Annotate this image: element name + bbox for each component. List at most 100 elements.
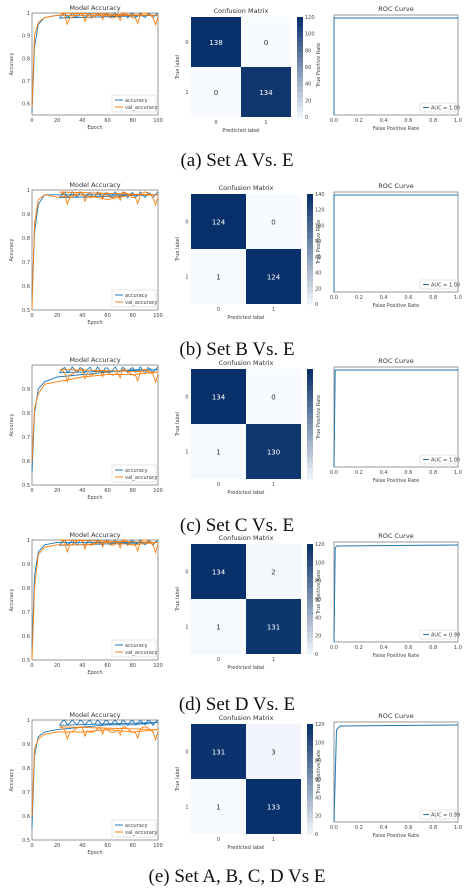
confusion-cell-value: 138 bbox=[209, 39, 222, 47]
panel-caption: (b) Set B Vs. E bbox=[179, 339, 294, 360]
colorbar-segment bbox=[307, 446, 313, 452]
legend-label: accuracy bbox=[125, 98, 148, 104]
roc-x-tick: 0.0 bbox=[330, 645, 338, 651]
x-tick-label: 60 bbox=[104, 118, 110, 124]
colorbar-segment bbox=[307, 374, 313, 381]
colorbar-segment bbox=[307, 265, 313, 272]
colorbar-segment bbox=[307, 544, 313, 550]
confusion-cell-value: 124 bbox=[267, 274, 281, 282]
cm-x-label: Predicted label bbox=[227, 845, 264, 851]
colorbar-tick: 0 bbox=[315, 302, 318, 308]
roc-curve-line bbox=[333, 369, 458, 468]
legend-label: val_accuracy bbox=[125, 650, 158, 656]
colorbar-segment bbox=[297, 72, 303, 78]
colorbar-segment bbox=[307, 790, 313, 796]
colorbar-segment bbox=[307, 385, 313, 392]
roc-x-tick: 1.0 bbox=[454, 825, 462, 831]
cm-y-tick: 0 bbox=[185, 40, 188, 46]
cm-x-tick: 1 bbox=[272, 482, 275, 488]
colorbar-segment bbox=[307, 440, 313, 447]
accuracy-x-label: Epoch bbox=[87, 125, 102, 131]
confusion-cell bbox=[191, 249, 246, 304]
y-tick-label: 0.6 bbox=[22, 634, 30, 640]
cm-y-tick: 0 bbox=[185, 570, 188, 576]
cm-y-tick: 1 bbox=[185, 90, 188, 96]
colorbar-segment bbox=[297, 112, 303, 118]
confusion-cell bbox=[191, 544, 246, 599]
roc-y-label: True Positive Rate bbox=[316, 43, 322, 89]
accuracy-y-label: Accuracy bbox=[9, 414, 15, 437]
colorbar-tick: 20 bbox=[305, 98, 311, 104]
colorbar-segment bbox=[307, 298, 313, 305]
legend-label: val_accuracy bbox=[125, 105, 158, 111]
accuracy-legend bbox=[111, 464, 157, 483]
colorbar-tick: 80 bbox=[315, 239, 321, 245]
series-line-val_accuracy bbox=[31, 726, 159, 817]
cm-x-tick: 0 bbox=[217, 837, 220, 843]
colorbar-tick: 0 bbox=[305, 115, 308, 121]
series-line-val_accuracy bbox=[31, 539, 159, 661]
confusion-cell-value: 131 bbox=[212, 749, 225, 757]
confusion-cell-value: 3 bbox=[271, 749, 275, 757]
roc-x-tick: 1.0 bbox=[454, 118, 462, 124]
colorbar-tick: 120 bbox=[315, 722, 325, 728]
colorbar-segment bbox=[297, 32, 303, 38]
confusion-cell-value: 0 bbox=[271, 394, 275, 402]
roc-legend bbox=[419, 629, 457, 640]
confusion-cell bbox=[191, 724, 246, 779]
x-tick-label: 80 bbox=[130, 313, 136, 319]
confusion-cell bbox=[191, 17, 241, 67]
roc-x-tick: 0.4 bbox=[380, 470, 388, 476]
colorbar-segment bbox=[307, 232, 313, 239]
cm-x-label: Predicted label bbox=[227, 665, 264, 671]
confusion-cell bbox=[191, 194, 246, 249]
accuracy-x-label: Epoch bbox=[87, 850, 102, 856]
colorbar-segment bbox=[297, 97, 303, 103]
colorbar-segment bbox=[307, 768, 313, 774]
roc-legend-label: AUC = 0.99 bbox=[431, 633, 460, 639]
colorbar-segment bbox=[307, 462, 313, 469]
cm-y-label: True label bbox=[175, 237, 181, 262]
roc-legend-label: AUC = 0.99 bbox=[431, 813, 460, 819]
x-tick-label: 20 bbox=[54, 663, 60, 669]
roc-x-tick: 0.2 bbox=[355, 295, 363, 301]
roc-x-tick: 0.8 bbox=[429, 825, 437, 831]
colorbar-tick: 0 bbox=[315, 832, 318, 838]
cm-y-tick: 0 bbox=[185, 395, 188, 401]
colorbar-segment bbox=[307, 604, 313, 611]
colorbar-segment bbox=[297, 22, 303, 28]
colorbar-segment bbox=[307, 762, 313, 769]
x-tick-label: 20 bbox=[54, 843, 60, 849]
colorbar-segment bbox=[297, 92, 303, 98]
colorbar-segment bbox=[297, 47, 303, 53]
y-tick-label: 1 bbox=[27, 11, 30, 17]
roc-x-tick: 0.6 bbox=[404, 118, 412, 124]
cm-x-tick: 1 bbox=[272, 657, 275, 663]
roc-legend-label: AUC = 1.00 bbox=[431, 458, 460, 464]
y-tick-label: 0.9 bbox=[22, 212, 30, 218]
accuracy-plot-title: Model Accuracy bbox=[69, 181, 120, 189]
roc-plot-area bbox=[333, 14, 459, 116]
colorbar-segment bbox=[307, 828, 313, 835]
cm-y-tick: 0 bbox=[185, 220, 188, 226]
colorbar-segment bbox=[307, 424, 313, 430]
colorbar-segment bbox=[307, 391, 313, 397]
confusion-cell bbox=[191, 67, 241, 117]
roc-x-label: False Positive Rate bbox=[373, 126, 419, 132]
accuracy-plot-title: Model Accuracy bbox=[69, 356, 120, 364]
accuracy-y-label: Accuracy bbox=[9, 53, 15, 76]
colorbar-tick: 40 bbox=[315, 795, 321, 801]
colorbar-tick: 60 bbox=[315, 777, 321, 783]
y-tick-label: 0.7 bbox=[22, 260, 30, 266]
colorbar-segment bbox=[297, 42, 303, 48]
accuracy-y-label: Accuracy bbox=[9, 769, 15, 792]
colorbar-segment bbox=[297, 107, 303, 113]
y-tick-label: 0.6 bbox=[22, 284, 30, 290]
colorbar-segment bbox=[307, 369, 313, 375]
colorbar-segment bbox=[297, 57, 303, 63]
colorbar-tick: 20 bbox=[315, 634, 321, 640]
y-tick-label: 0.8 bbox=[22, 56, 30, 62]
confusion-cell bbox=[241, 67, 291, 117]
colorbar-tick: 60 bbox=[305, 65, 311, 71]
